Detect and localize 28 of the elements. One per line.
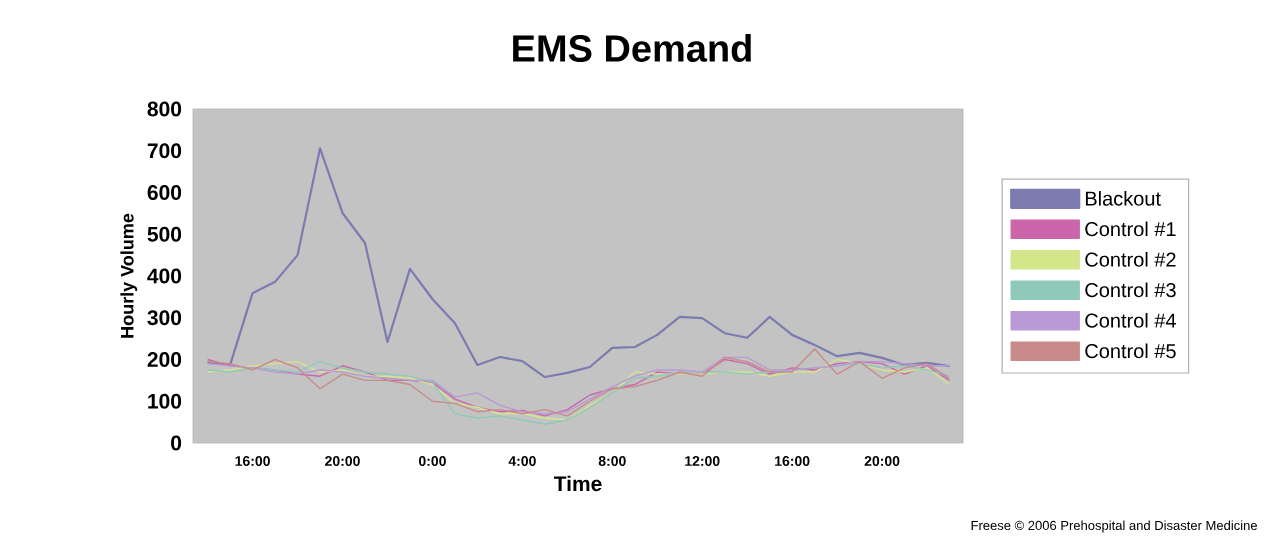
x-axis-title: Time bbox=[553, 475, 602, 492]
x-tick-label: 8:00 bbox=[598, 456, 626, 466]
legend-label: Control #5 bbox=[1085, 343, 1176, 359]
y-tick-label: 100 bbox=[148, 393, 182, 409]
y-tick-label: 500 bbox=[147, 226, 182, 242]
legend-label: Control #3 bbox=[1085, 282, 1176, 298]
y-tick-label: 0 bbox=[171, 435, 182, 451]
y-axis-title: Hourly Volume bbox=[120, 213, 138, 338]
x-tick-label: 16:00 bbox=[235, 456, 270, 466]
y-tick-label: 400 bbox=[147, 268, 182, 284]
y-tick-label: 700 bbox=[147, 143, 182, 159]
x-tick-label: 20:00 bbox=[325, 456, 360, 466]
legend-label: Control #4 bbox=[1085, 313, 1176, 328]
text: Freese © 2006 Prehospital and Disaster Medicine bbox=[971, 520, 1257, 533]
y-tick-label: 600 bbox=[147, 185, 182, 200]
legend-label: Control #1 bbox=[1085, 221, 1176, 237]
x-tick-label: 20:00 bbox=[864, 456, 900, 466]
line-series bbox=[206, 147, 951, 379]
x-tick-label: 16:00 bbox=[775, 456, 810, 466]
legend-label: Control #2 bbox=[1085, 252, 1176, 267]
chart-title: EMS Demand bbox=[513, 34, 751, 62]
y-tick-label: 300 bbox=[147, 310, 182, 326]
y-tick-label: 200 bbox=[147, 352, 182, 367]
x-tick-label: 4:00 bbox=[508, 456, 536, 466]
y-tick-label: 800 bbox=[147, 101, 182, 117]
legend-label: Blackout bbox=[1085, 191, 1161, 206]
x-tick-label: 0:00 bbox=[418, 456, 446, 466]
x-tick-label: 12:00 bbox=[685, 456, 720, 466]
